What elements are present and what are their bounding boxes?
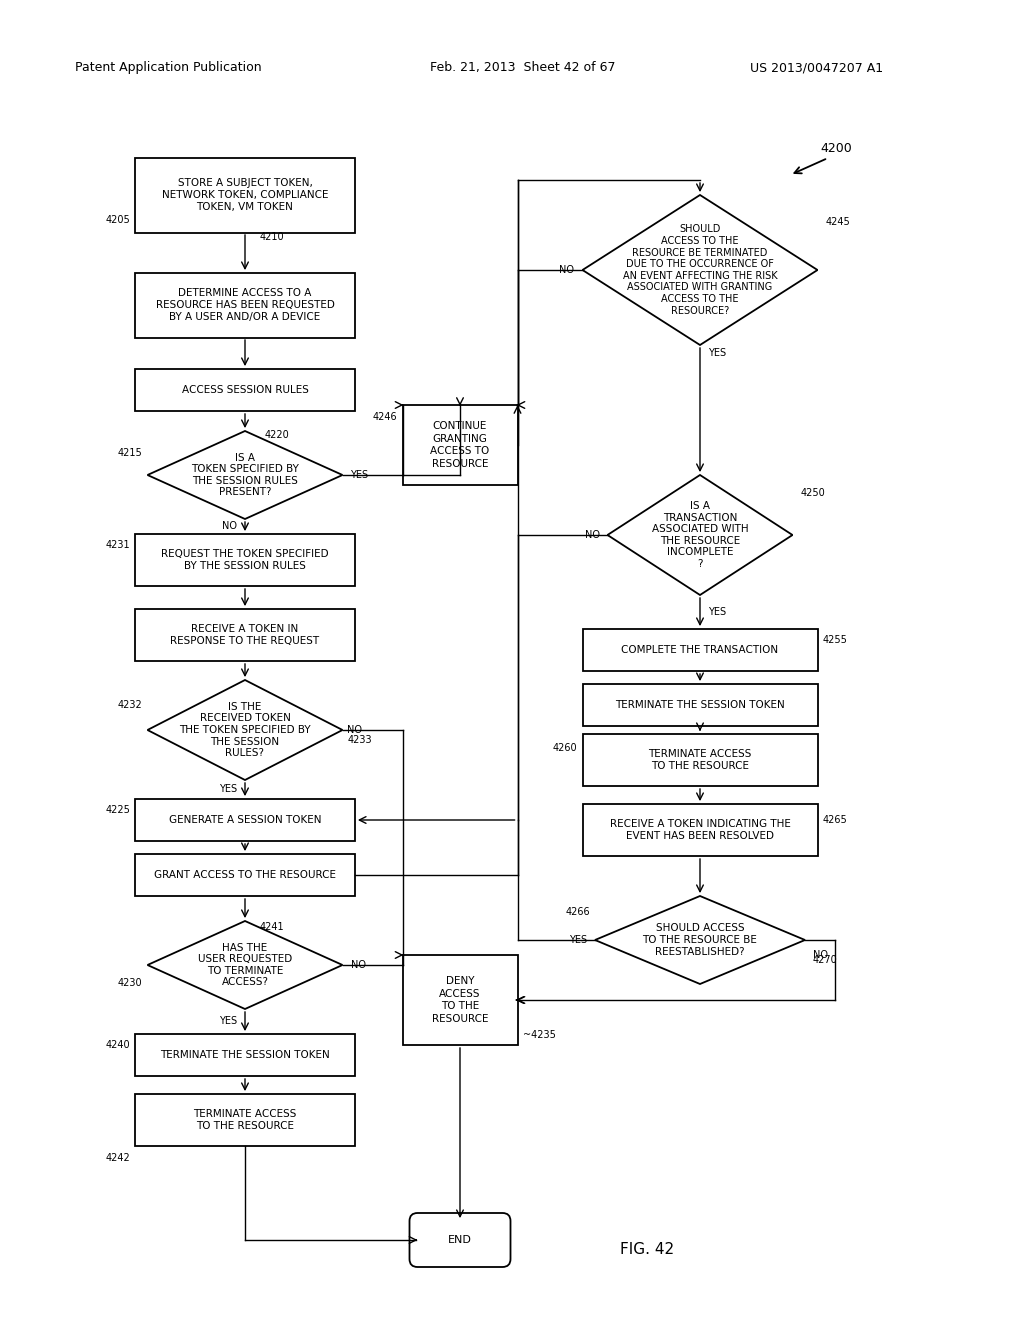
Bar — [135, 272, 355, 338]
Bar — [583, 804, 817, 855]
Text: NO: NO — [585, 531, 599, 540]
Text: YES: YES — [350, 470, 369, 480]
Text: TERMINATE THE SESSION TOKEN: TERMINATE THE SESSION TOKEN — [615, 700, 784, 710]
Text: TERMINATE ACCESS
TO THE RESOURCE: TERMINATE ACCESS TO THE RESOURCE — [648, 748, 752, 771]
Bar — [583, 734, 817, 785]
Text: DENY
ACCESS
TO THE
RESOURCE: DENY ACCESS TO THE RESOURCE — [432, 977, 488, 1023]
Text: 4255: 4255 — [822, 635, 848, 645]
Text: IS A
TRANSACTION
ASSOCIATED WITH
THE RESOURCE
INCOMPLETE
?: IS A TRANSACTION ASSOCIATED WITH THE RES… — [651, 502, 749, 569]
Text: YES: YES — [219, 784, 237, 795]
Text: STORE A SUBJECT TOKEN,
NETWORK TOKEN, COMPLIANCE
TOKEN, VM TOKEN: STORE A SUBJECT TOKEN, NETWORK TOKEN, CO… — [162, 178, 329, 213]
Text: CONTINUE
GRANTING
ACCESS TO
RESOURCE: CONTINUE GRANTING ACCESS TO RESOURCE — [430, 421, 489, 469]
Text: Patent Application Publication: Patent Application Publication — [75, 62, 261, 74]
Text: TERMINATE ACCESS
TO THE RESOURCE: TERMINATE ACCESS TO THE RESOURCE — [194, 1109, 297, 1131]
Polygon shape — [147, 921, 342, 1008]
Text: NO: NO — [559, 265, 574, 275]
Text: NO: NO — [813, 950, 828, 960]
Text: 4245: 4245 — [825, 216, 850, 227]
Text: GRANT ACCESS TO THE RESOURCE: GRANT ACCESS TO THE RESOURCE — [154, 870, 336, 880]
Text: 4205: 4205 — [105, 215, 130, 224]
FancyBboxPatch shape — [410, 1213, 511, 1267]
Bar — [135, 609, 355, 661]
Text: 4215: 4215 — [118, 447, 142, 458]
Bar — [135, 1034, 355, 1076]
Text: TERMINATE THE SESSION TOKEN: TERMINATE THE SESSION TOKEN — [160, 1049, 330, 1060]
Text: REQUEST THE TOKEN SPECIFIED
BY THE SESSION RULES: REQUEST THE TOKEN SPECIFIED BY THE SESSI… — [161, 549, 329, 572]
Bar — [135, 370, 355, 411]
Text: ACCESS SESSION RULES: ACCESS SESSION RULES — [181, 385, 308, 395]
Text: YES: YES — [219, 1016, 237, 1026]
Text: 4220: 4220 — [265, 430, 290, 440]
Text: 4210: 4210 — [260, 232, 285, 242]
Text: 4232: 4232 — [118, 700, 142, 710]
Text: IS A
TOKEN SPECIFIED BY
THE SESSION RULES
PRESENT?: IS A TOKEN SPECIFIED BY THE SESSION RULE… — [191, 453, 299, 498]
Text: 4260: 4260 — [553, 743, 578, 752]
Text: HAS THE
USER REQUESTED
TO TERMINATE
ACCESS?: HAS THE USER REQUESTED TO TERMINATE ACCE… — [198, 942, 292, 987]
Text: SHOULD ACCESS
TO THE RESOURCE BE
REESTABLISHED?: SHOULD ACCESS TO THE RESOURCE BE REESTAB… — [643, 924, 758, 957]
Bar — [135, 799, 355, 841]
Text: 4233: 4233 — [347, 735, 372, 744]
Polygon shape — [583, 195, 817, 345]
Text: 4225: 4225 — [105, 805, 130, 814]
Text: RECEIVE A TOKEN INDICATING THE
EVENT HAS BEEN RESOLVED: RECEIVE A TOKEN INDICATING THE EVENT HAS… — [609, 818, 791, 841]
Text: COMPLETE THE TRANSACTION: COMPLETE THE TRANSACTION — [622, 645, 778, 655]
Text: 4242: 4242 — [105, 1152, 130, 1163]
Bar — [583, 630, 817, 671]
Text: SHOULD
ACCESS TO THE
RESOURCE BE TERMINATED
DUE TO THE OCCURRENCE OF
AN EVENT AF: SHOULD ACCESS TO THE RESOURCE BE TERMINA… — [623, 224, 777, 315]
Text: FIG. 42: FIG. 42 — [620, 1242, 674, 1258]
Text: NO: NO — [222, 521, 237, 531]
Text: YES: YES — [708, 348, 726, 358]
Text: YES: YES — [569, 935, 587, 945]
Text: 4231: 4231 — [105, 540, 130, 550]
Text: IS THE
RECEIVED TOKEN
THE TOKEN SPECIFIED BY
THE SESSION
RULES?: IS THE RECEIVED TOKEN THE TOKEN SPECIFIE… — [179, 702, 311, 758]
Bar — [402, 954, 517, 1045]
Text: 4241: 4241 — [260, 921, 285, 932]
Text: NO: NO — [347, 725, 362, 735]
Text: YES: YES — [708, 607, 726, 616]
Bar — [135, 854, 355, 896]
Text: NO: NO — [350, 960, 366, 970]
Text: 4250: 4250 — [801, 488, 825, 498]
Text: 4200: 4200 — [820, 141, 852, 154]
Polygon shape — [607, 475, 793, 595]
Text: DETERMINE ACCESS TO A
RESOURCE HAS BEEN REQUESTED
BY A USER AND/OR A DEVICE: DETERMINE ACCESS TO A RESOURCE HAS BEEN … — [156, 288, 335, 322]
Text: 4270: 4270 — [813, 954, 838, 965]
Polygon shape — [147, 432, 342, 519]
Polygon shape — [147, 680, 342, 780]
Bar — [135, 1094, 355, 1146]
Text: RECEIVE A TOKEN IN
RESPONSE TO THE REQUEST: RECEIVE A TOKEN IN RESPONSE TO THE REQUE… — [170, 624, 319, 647]
Text: ~4235: ~4235 — [522, 1030, 555, 1040]
Text: US 2013/0047207 A1: US 2013/0047207 A1 — [750, 62, 883, 74]
Text: Feb. 21, 2013  Sheet 42 of 67: Feb. 21, 2013 Sheet 42 of 67 — [430, 62, 615, 74]
Polygon shape — [595, 896, 805, 983]
Text: 4266: 4266 — [565, 907, 590, 917]
Text: 4230: 4230 — [118, 978, 142, 987]
Text: END: END — [449, 1236, 472, 1245]
Bar — [135, 157, 355, 232]
Bar — [402, 405, 517, 484]
Text: 4246: 4246 — [373, 412, 397, 422]
Text: 4265: 4265 — [822, 814, 847, 825]
Text: 4240: 4240 — [105, 1040, 130, 1049]
Bar — [135, 535, 355, 586]
Text: GENERATE A SESSION TOKEN: GENERATE A SESSION TOKEN — [169, 814, 322, 825]
Bar — [583, 684, 817, 726]
